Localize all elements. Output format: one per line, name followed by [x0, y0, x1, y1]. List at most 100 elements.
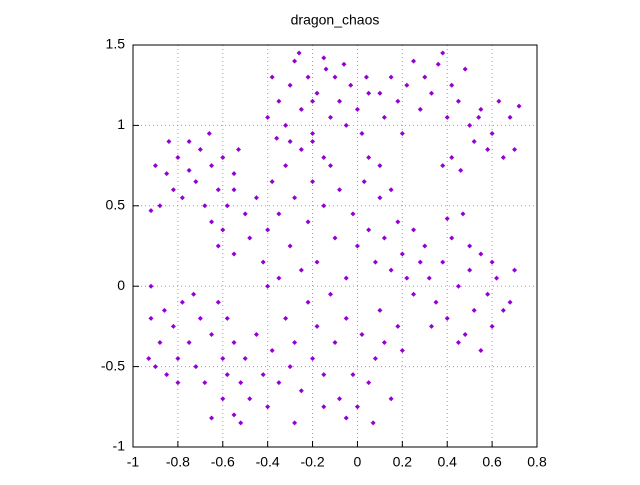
point: [310, 98, 316, 104]
point: [283, 163, 289, 169]
point: [370, 420, 376, 426]
point: [460, 211, 466, 217]
x-tick-label: 0.4: [437, 454, 457, 470]
point: [146, 356, 152, 362]
point: [336, 396, 342, 402]
point: [321, 155, 327, 161]
point: [238, 420, 244, 426]
x-tick-label: -0.2: [300, 454, 324, 470]
point: [411, 291, 417, 297]
x-tick-label: 0: [354, 454, 362, 470]
point: [328, 291, 334, 297]
point: [411, 227, 417, 233]
point: [377, 307, 383, 313]
point: [399, 130, 405, 136]
point: [242, 356, 248, 362]
point: [455, 283, 461, 289]
point: [411, 58, 417, 64]
point: [148, 208, 154, 214]
point: [512, 147, 518, 153]
point: [310, 356, 316, 362]
point: [467, 122, 473, 128]
point: [242, 211, 248, 217]
point: [361, 179, 367, 185]
point: [209, 219, 215, 225]
point: [377, 195, 383, 201]
point: [298, 106, 304, 112]
point: [462, 66, 468, 72]
point: [462, 331, 468, 337]
point: [512, 267, 518, 273]
point: [265, 114, 271, 120]
point: [500, 307, 506, 313]
point: [433, 299, 439, 305]
point: [170, 323, 176, 329]
point: [175, 380, 181, 386]
point: [449, 155, 455, 161]
point: [359, 331, 365, 337]
point: [305, 219, 311, 225]
point: [388, 396, 394, 402]
point: [422, 243, 428, 249]
point: [354, 404, 360, 410]
y-tick-label: 0: [117, 277, 125, 293]
point: [429, 323, 435, 329]
point: [305, 74, 311, 80]
point: [220, 227, 226, 233]
point: [417, 259, 423, 265]
point: [489, 323, 495, 329]
point: [175, 155, 181, 161]
point: [235, 147, 241, 153]
point: [478, 106, 484, 112]
point: [354, 243, 360, 249]
point: [372, 259, 378, 265]
point: [485, 291, 491, 297]
x-tick-label: -0.6: [211, 454, 235, 470]
point: [287, 138, 293, 144]
point: [148, 315, 154, 321]
point: [471, 307, 477, 313]
point: [381, 235, 387, 241]
point: [215, 187, 221, 193]
y-tick-label: 0.5: [106, 197, 126, 213]
point: [471, 138, 477, 144]
point: [283, 315, 289, 321]
point: [343, 275, 349, 281]
point: [260, 259, 266, 265]
point: [449, 235, 455, 241]
point: [476, 114, 482, 120]
point: [332, 339, 338, 345]
point: [224, 372, 230, 378]
point: [372, 356, 378, 362]
point: [298, 388, 304, 394]
point: [388, 267, 394, 273]
point: [381, 339, 387, 345]
point: [455, 339, 461, 345]
x-tick-label: -0.8: [166, 454, 190, 470]
point: [485, 147, 491, 153]
point: [238, 380, 244, 386]
x-tick-label: -1: [127, 454, 140, 470]
point: [224, 203, 230, 209]
point: [186, 339, 192, 345]
point: [152, 364, 158, 370]
point: [202, 380, 208, 386]
point: [170, 187, 176, 193]
point: [231, 187, 237, 193]
point: [323, 66, 329, 72]
point: [161, 307, 167, 313]
point: [336, 98, 342, 104]
point: [265, 404, 271, 410]
point: [231, 339, 237, 345]
point: [148, 283, 154, 289]
point: [305, 299, 311, 305]
point: [276, 98, 282, 104]
point: [202, 203, 208, 209]
point: [287, 243, 293, 249]
x-tick-label: 0.2: [393, 454, 413, 470]
point: [193, 179, 199, 185]
point: [314, 259, 320, 265]
point: [157, 203, 163, 209]
point: [292, 420, 298, 426]
